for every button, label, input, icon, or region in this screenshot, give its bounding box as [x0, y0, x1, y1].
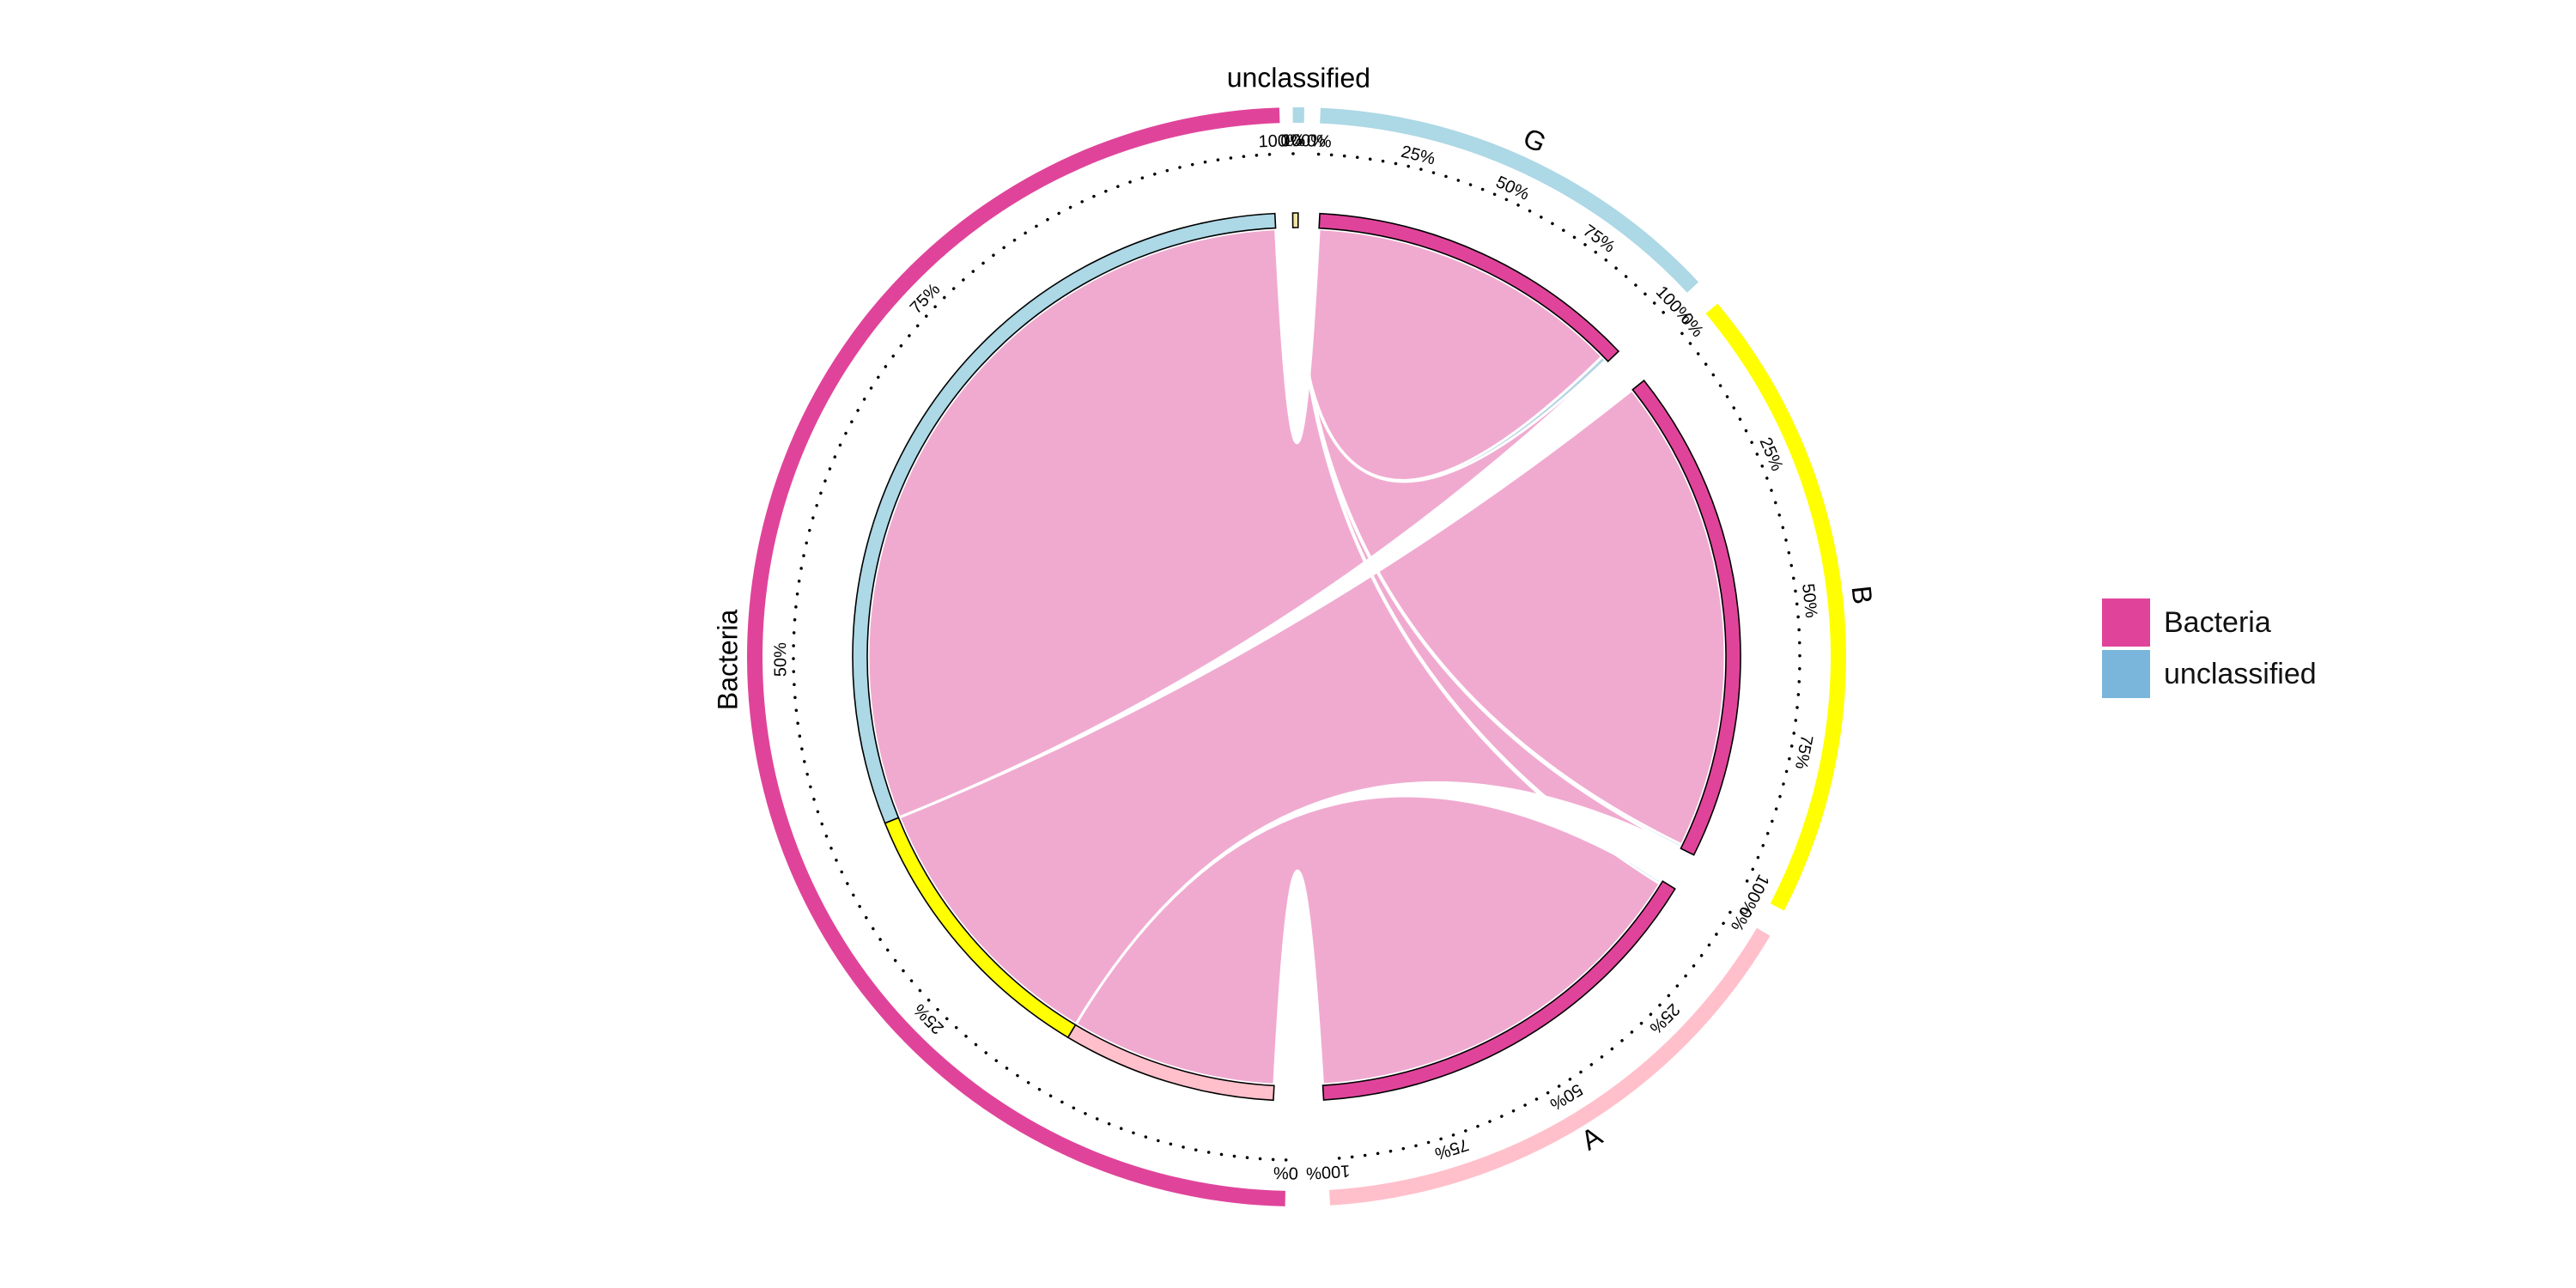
outer-arc-unclassified — [1292, 107, 1304, 124]
legend: Bacteria unclassified — [2102, 598, 2317, 701]
tick-label-unclassified-0: 0% — [1280, 131, 1305, 150]
tick-label-unclassified-1: 100% — [1282, 131, 1327, 151]
tick-label-b-1: 25% — [1755, 434, 1786, 474]
sector-label-bacteria: Bacteria — [712, 610, 743, 711]
sector-label-unclassified: unclassified — [1227, 62, 1370, 94]
inner-block-bacteria-a — [852, 212, 1277, 824]
outer-track — [747, 107, 1847, 1206]
sector-label-g: G — [1519, 122, 1552, 159]
dotted-arc-b — [1680, 331, 1801, 891]
chord-links — [866, 227, 1727, 1086]
legend-item-unclassified: unclassified — [2102, 649, 2317, 699]
tick-label-g-1: 25% — [1399, 143, 1437, 169]
tick-label-g-3: 75% — [1579, 222, 1619, 257]
tick-label-bacteria-4: 100% — [1258, 131, 1303, 152]
legend-swatch-unclassified — [2102, 650, 2150, 698]
sector-label-b: B — [1846, 584, 1879, 605]
tick-label-g-0: 0% — [1306, 131, 1332, 151]
legend-item-bacteria: Bacteria — [2102, 598, 2317, 647]
inner-track — [852, 212, 1741, 1102]
tick-label-a-3: 75% — [1432, 1134, 1471, 1163]
inner-block-unclassified-x — [1291, 212, 1299, 228]
tick-label-a-2: 50% — [1546, 1079, 1586, 1114]
tick-label-b-3: 75% — [1791, 733, 1816, 771]
chord-unclassified-a — [1295, 227, 1664, 886]
dotted-arc-g — [1316, 152, 1667, 316]
tick-label-g-2: 50% — [1493, 173, 1533, 204]
tick-label-b-2: 50% — [1798, 583, 1820, 619]
tick-label-bacteria-0: 0% — [1273, 1163, 1299, 1182]
inner-block-b — [1631, 380, 1741, 856]
legend-label-unclassified: unclassified — [2164, 657, 2317, 690]
tick-label-a-4: 100% — [1305, 1161, 1351, 1182]
dotted-arc-bacteria — [792, 152, 1288, 1162]
dotted-arc-a — [1326, 910, 1732, 1161]
legend-label-bacteria: Bacteria — [2164, 605, 2271, 639]
inner-block-g — [1318, 212, 1620, 362]
tick-label-bacteria-2: 50% — [771, 642, 790, 677]
dotted-guide-track — [792, 152, 1801, 1162]
legend-swatch-bacteria — [2102, 598, 2150, 647]
inner-block-a — [1321, 880, 1676, 1101]
chord-bacteria-g — [866, 228, 1610, 819]
